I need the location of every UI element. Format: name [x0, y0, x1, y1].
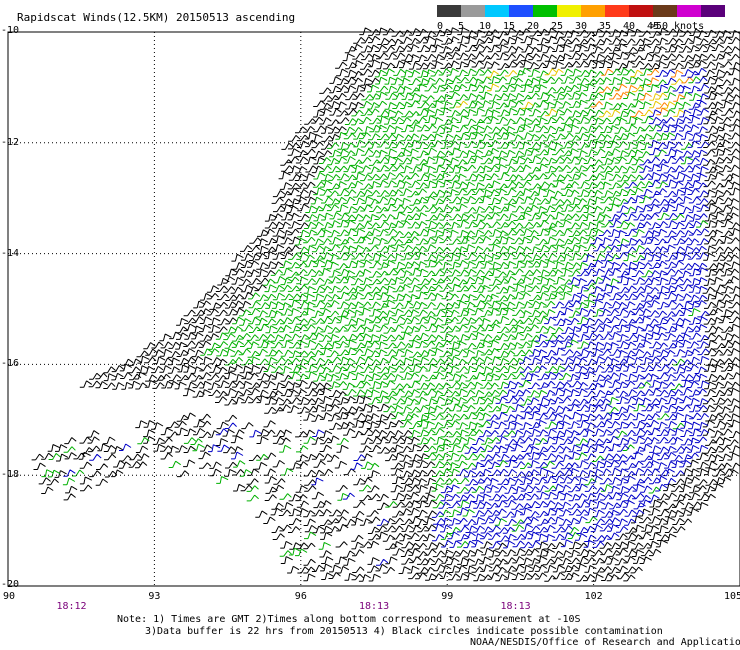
legend-swatch — [533, 5, 557, 17]
lat-tick-label: -16 — [1, 358, 20, 370]
pass-time-label: 18:13 — [500, 601, 531, 612]
legend-value-label: 15 — [503, 21, 515, 32]
note-line-1: Note: 1) Times are GMT 2)Times along bot… — [117, 614, 581, 625]
legend-swatch — [605, 5, 629, 17]
lat-tick-label: -20 — [1, 579, 20, 590]
lon-tick-label: 96 — [294, 591, 307, 602]
wind-barbs-layer — [31, 27, 740, 582]
legend-swatch — [677, 5, 701, 17]
lat-lon-grid — [8, 32, 740, 586]
wind-barb-group — [455, 68, 686, 118]
lon-tick-label: 102 — [584, 591, 603, 602]
legend-swatch — [437, 5, 461, 17]
lat-tick-label: -14 — [1, 247, 20, 259]
lat-tick-label: -10 — [1, 25, 20, 36]
legend-value-label: 40 — [623, 21, 635, 32]
wind-barb-group — [31, 27, 740, 582]
legend-value-label: 35 — [599, 21, 611, 32]
pass-time-label: 18:13 — [359, 601, 390, 612]
legend-swatch — [701, 5, 725, 17]
color-legend: 0 5 10 15 20 25 30 35 40 45>50 knots — [437, 5, 725, 32]
legend-value-label: 30 — [575, 21, 587, 32]
lat-tick-label: -12 — [1, 136, 20, 148]
legend-value-label: 5 — [458, 21, 464, 32]
pass-time-label: 18:12 — [56, 601, 87, 612]
legend-swatch — [653, 5, 677, 17]
wind-barb-group — [590, 68, 694, 118]
lon-tick-label: 99 — [441, 591, 454, 602]
legend-value-label: 10 — [479, 21, 491, 32]
legend-value-label: 0 — [437, 21, 443, 32]
legend-swatch — [557, 5, 581, 17]
legend-swatch — [509, 5, 533, 17]
legend-swatch — [629, 5, 653, 17]
legend-swatch — [461, 5, 485, 17]
legend-value-label: >50 knots — [650, 21, 704, 32]
map-title: Rapidscat Winds(12.5KM) 20150513 ascendi… — [17, 11, 296, 24]
note-line-2: 3)Data buffer is 22 hrs from 20150513 4)… — [145, 626, 663, 637]
lat-tick-label: -18 — [1, 469, 20, 481]
map-frame — [7, 31, 740, 587]
notes-block: Note: 1) Times are GMT 2)Times along bot… — [117, 614, 663, 638]
lon-tick-label: 105 — [724, 591, 740, 602]
lon-tick-label: 90 — [3, 591, 16, 602]
legend-value-label: 45 — [647, 21, 659, 32]
wind-barb-group — [63, 67, 710, 566]
wind-barb-group — [41, 67, 709, 557]
lon-tick-label: 93 — [148, 591, 161, 602]
legend-value-label: 20 — [527, 21, 539, 32]
legend-swatch — [485, 5, 509, 17]
legend-value-label: 25 — [551, 21, 563, 32]
legend-swatch — [581, 5, 605, 17]
credit-line: NOAA/NESDIS/Office of Research and Appli… — [470, 637, 740, 648]
